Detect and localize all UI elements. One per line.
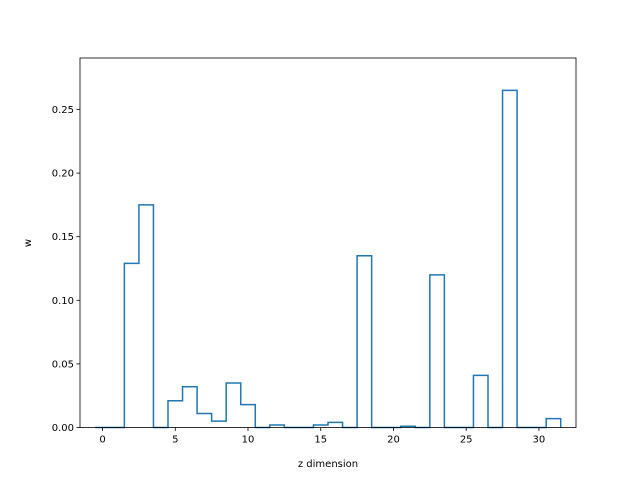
bin-mark [124, 263, 139, 427]
x-tick-label: 25 [460, 435, 473, 446]
bin-mark [183, 387, 198, 428]
y-tick-label: 0.10 [52, 296, 74, 307]
y-tick-label: 0.05 [52, 359, 74, 370]
axis-ticks: 0 5 10 15 20 25 30 0.00 0.05 0.10 0.15 0.20 0.25 [52, 105, 546, 445]
bin-mark [357, 256, 372, 428]
axes-frame [79, 57, 577, 428]
bin-mark [241, 405, 256, 428]
bin-mark [503, 90, 518, 427]
bin-mark [473, 375, 488, 427]
x-tick-label: 20 [387, 435, 400, 446]
x-tick-label: 30 [533, 435, 546, 446]
x-tick-label: 15 [314, 435, 327, 446]
y-tick-label: 0.25 [52, 105, 74, 116]
series-step-line [95, 89, 562, 429]
y-tick-label: 0.00 [52, 423, 74, 434]
bin-mark [139, 205, 154, 428]
x-tick-label: 10 [242, 435, 255, 446]
bin-mark [197, 414, 212, 428]
x-axis-label: z dimension [298, 459, 358, 470]
y-axis-label: w [23, 239, 34, 247]
bin-mark [168, 401, 183, 428]
bin-mark [328, 422, 343, 427]
y-tick-label: 0.15 [52, 232, 74, 243]
bin-mark [546, 419, 561, 428]
plot-area [95, 89, 562, 429]
bin-mark [226, 383, 241, 428]
x-tick-label: 5 [172, 435, 178, 446]
bin-mark [430, 275, 445, 428]
x-tick-label: 0 [99, 435, 105, 446]
y-tick-label: 0.20 [52, 169, 74, 180]
bin-mark [212, 421, 227, 427]
